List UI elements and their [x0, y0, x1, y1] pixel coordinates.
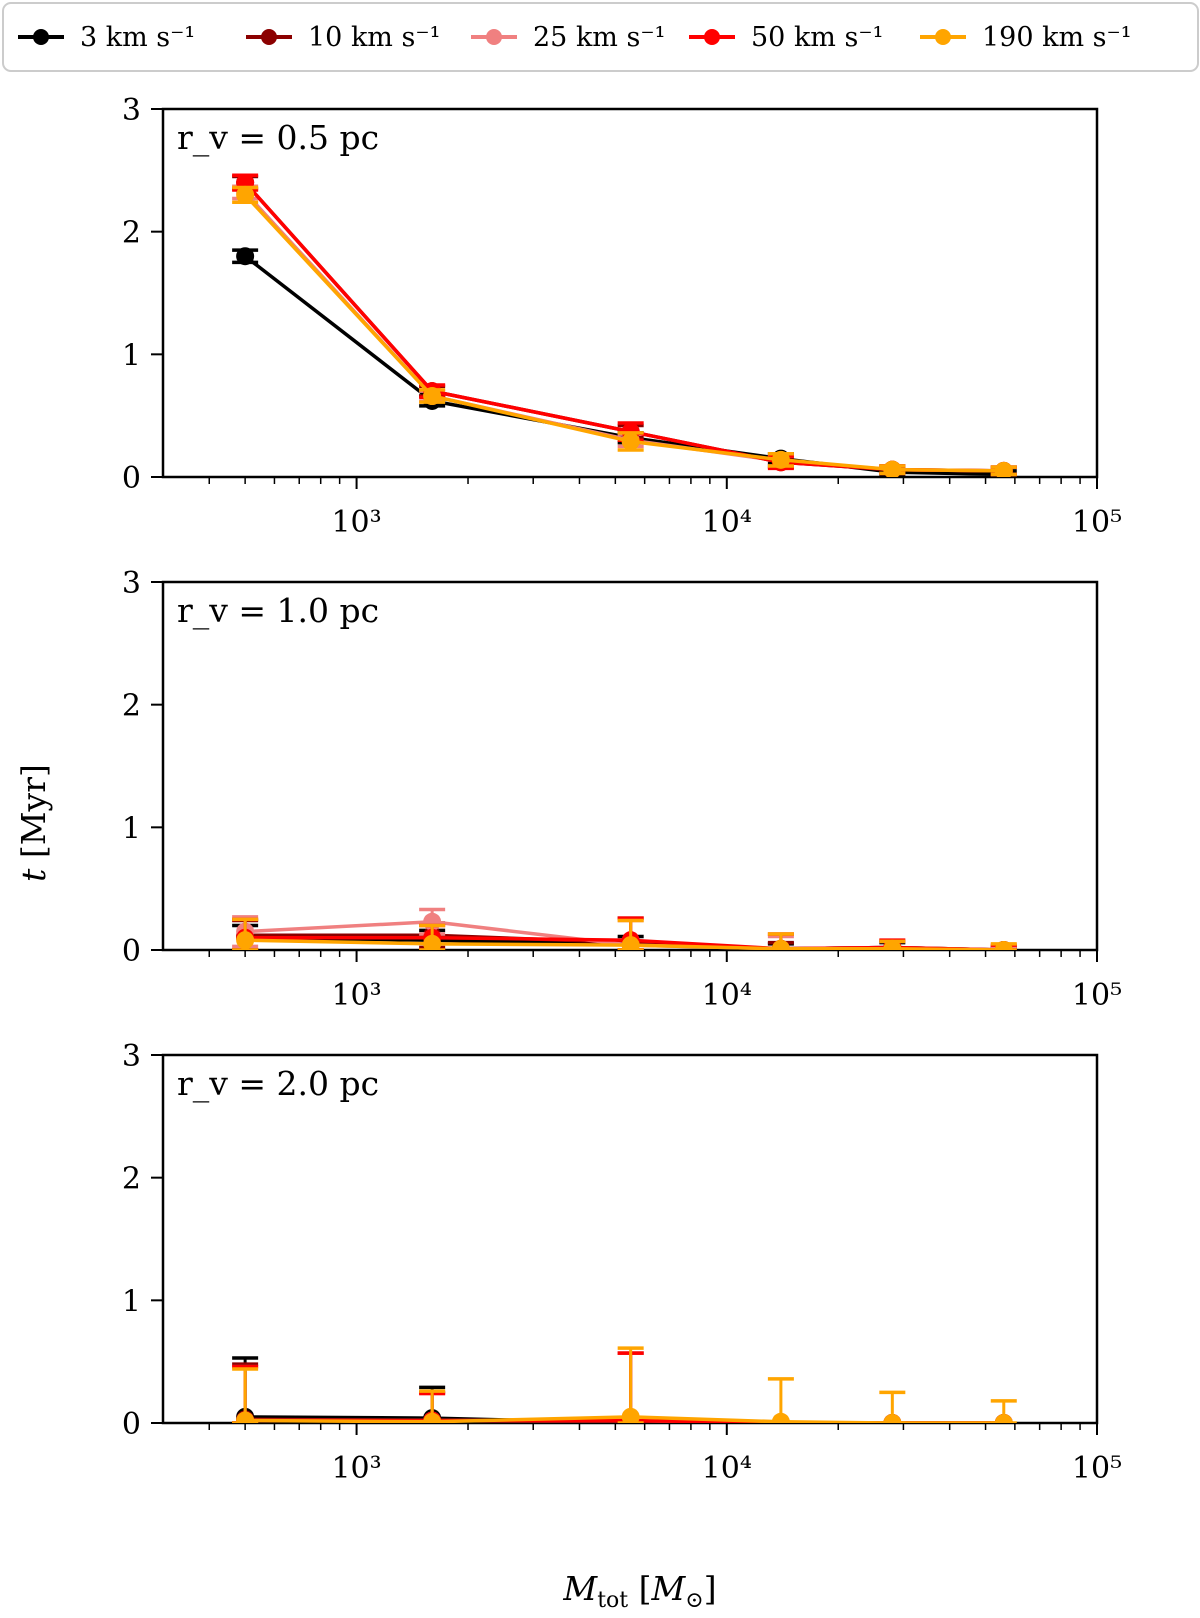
x-tick-label: 10⁵: [1072, 978, 1122, 1013]
data-point: [883, 939, 902, 950]
legend-frame: [2, 2, 1199, 72]
legend-entry-v190: 190 km s⁻¹: [920, 22, 1132, 53]
series-v190: [232, 917, 1017, 950]
x-tick-label: 10⁴: [702, 978, 752, 1013]
data-point: [771, 1412, 790, 1423]
legend-label: 50 km s⁻¹: [751, 22, 883, 53]
series-group: [232, 173, 1017, 477]
legend-label: 10 km s⁻¹: [308, 22, 440, 53]
panel-3: 0 1 2 3 10³ 10⁴ 10⁵ r_v = 2.0 pc: [122, 1039, 1122, 1486]
y-tick-label: 1: [122, 1284, 141, 1319]
x-tick-label: 10⁵: [1072, 505, 1122, 540]
panel-label: r_v = 0.5 pc: [177, 118, 379, 158]
series-v190: [232, 1346, 1017, 1423]
data-point: [621, 1407, 640, 1423]
data-point: [994, 1414, 1013, 1423]
series-line: [245, 1415, 1004, 1423]
data-point: [771, 450, 790, 469]
data-point: [423, 1412, 442, 1423]
legend-marker: [486, 29, 502, 45]
y-tick-label: 2: [122, 216, 141, 251]
series-group: [232, 1346, 1017, 1423]
legend-marker: [704, 29, 720, 45]
legend-marker: [261, 29, 277, 45]
panel-1: 0 1 2 3 10³ 10⁴ 10⁵ r_v = 0.5 pc: [122, 93, 1122, 540]
data-point: [994, 941, 1013, 950]
legend-entry-v3: 3 km s⁻¹: [18, 22, 195, 53]
data-point: [236, 1411, 255, 1423]
y-tick-label: 0: [122, 934, 141, 969]
x-tick-label: 10³: [331, 978, 381, 1013]
y-tick-label: 3: [122, 1039, 141, 1074]
panel-label: r_v = 1.0 pc: [177, 591, 379, 631]
y-axis-label: t [Myr]: [14, 764, 53, 882]
legend-entry-v25: 25 km s⁻¹: [471, 22, 665, 53]
panels: 0 1 2 3 10³ 10⁴ 10⁵ r_v = 0.5 pc 0 1 2 3 10³ 10⁴ 10⁵ r_…: [122, 93, 1122, 1486]
x-axis-label: Mtot [M⊙]: [562, 1569, 716, 1613]
panel-label: r_v = 2.0 pc: [177, 1064, 379, 1104]
plot-frame: [161, 107, 1099, 479]
x-tick-label: 10⁴: [702, 505, 752, 540]
series-v50: [232, 916, 1017, 950]
y-tick-label: 2: [122, 689, 141, 724]
legend-label: 190 km s⁻¹: [982, 22, 1132, 53]
legend-marker: [33, 29, 49, 45]
x-tick-label: 10⁴: [702, 1451, 752, 1486]
legend: 3 km s⁻¹ 10 km s⁻¹ 25 km s⁻¹ 50 km s⁻¹ 190 k…: [2, 2, 1199, 72]
series-line: [245, 1415, 1004, 1423]
y-tick-label: 1: [122, 811, 141, 846]
data-point: [236, 185, 255, 204]
series-v3: [232, 247, 1017, 477]
y-tick-label: 0: [122, 461, 141, 496]
data-point: [236, 931, 255, 950]
legend-label: 3 km s⁻¹: [80, 22, 195, 53]
panel-2: 0 1 2 3 10³ 10⁴ 10⁵ r_v = 1.0 pc: [122, 566, 1122, 1013]
data-point: [423, 934, 442, 950]
data-point: [423, 387, 442, 406]
data-point: [236, 247, 255, 266]
series-line: [243, 193, 1004, 473]
data-point: [883, 460, 902, 477]
series-group: [232, 907, 1017, 950]
legend-marker: [935, 29, 951, 45]
data-point: [621, 936, 640, 950]
y-tick-label: 1: [122, 338, 141, 373]
data-point: [771, 939, 790, 950]
y-tick-label: 3: [122, 93, 141, 128]
y-tick-label: 3: [122, 566, 141, 601]
legend-entry-v50: 50 km s⁻¹: [689, 22, 883, 53]
legend-label: 25 km s⁻¹: [533, 22, 665, 53]
data-point: [994, 461, 1013, 477]
x-tick-label: 10⁵: [1072, 1451, 1122, 1486]
legend-entry-v10: 10 km s⁻¹: [246, 22, 440, 53]
data-point: [621, 432, 640, 451]
x-tick-label: 10³: [331, 1451, 381, 1486]
x-tick-label: 10³: [331, 505, 381, 540]
series-v190: [232, 185, 1017, 477]
plot-frame: [161, 580, 1099, 952]
y-tick-label: 0: [122, 1407, 141, 1442]
data-point: [883, 1414, 902, 1423]
y-tick-label: 2: [122, 1162, 141, 1197]
series-line: [245, 938, 1004, 950]
